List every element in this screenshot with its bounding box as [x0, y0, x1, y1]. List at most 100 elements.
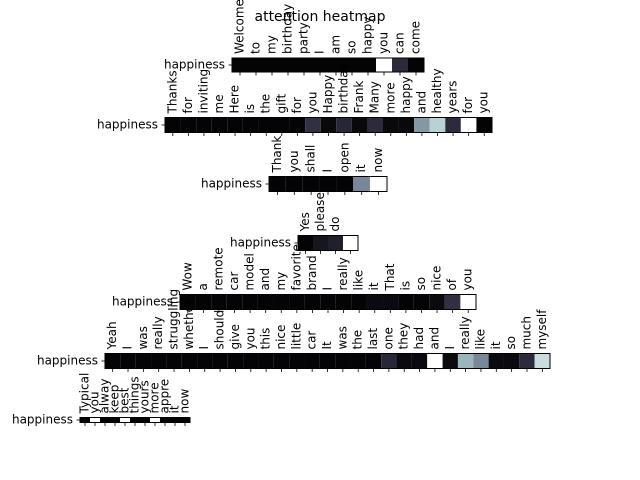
x-tick-label: myself — [535, 309, 549, 350]
heat-cell — [313, 235, 328, 251]
x-tick-label: it — [489, 341, 503, 349]
heat-cell — [335, 353, 351, 369]
heat-cell — [519, 353, 535, 369]
x-tick-label: last — [366, 328, 380, 350]
x-tick-label: do — [328, 217, 342, 232]
x-tick-label: Typical — [78, 373, 92, 415]
heat-cell — [90, 417, 100, 423]
heat-cell — [243, 353, 259, 369]
heat-cell — [457, 353, 474, 369]
heat-cell — [140, 417, 150, 423]
heat-cell — [351, 117, 368, 133]
heat-cell — [166, 353, 182, 369]
heat-cell — [328, 235, 343, 251]
x-tick-label: they — [397, 323, 411, 350]
x-tick-label: gift — [274, 94, 288, 114]
heat-cell — [460, 117, 477, 133]
x-tick-label: healthy — [430, 68, 444, 113]
x-tick-label: now — [371, 148, 385, 173]
heat-cell — [328, 58, 344, 72]
heat-cell — [398, 117, 415, 133]
heat-cell — [257, 294, 274, 310]
x-tick-label: appre — [158, 379, 172, 414]
heat-cell — [165, 117, 181, 133]
heat-cell — [360, 58, 376, 72]
x-tick-label: had — [412, 327, 426, 350]
x-tick-label: car — [227, 272, 241, 291]
x-tick-label: much — [519, 316, 533, 350]
heat-cell — [151, 353, 167, 369]
heat-cell — [429, 117, 446, 133]
heat-cell — [170, 417, 180, 423]
x-tick-label: am — [329, 35, 343, 54]
x-tick-label: shall — [304, 145, 318, 173]
x-tick-label: for — [290, 97, 304, 114]
x-tick-label: Here — [228, 85, 242, 113]
x-tick-label: Many — [368, 81, 382, 113]
heat-cell — [273, 353, 290, 369]
heat-cell — [365, 353, 382, 369]
x-tick-label: Yes — [298, 212, 312, 232]
x-tick-label: and — [427, 327, 441, 350]
x-tick-label: me — [212, 94, 226, 113]
x-tick-label: a — [196, 283, 210, 290]
x-tick-label: you — [377, 32, 391, 54]
x-tick-label: alway — [98, 379, 112, 414]
x-tick-label: come — [409, 21, 423, 54]
heat-cell — [319, 176, 337, 192]
heat-cell — [289, 294, 305, 310]
x-tick-label: Happy — [321, 75, 335, 114]
x-tick-label: That — [383, 263, 397, 291]
heat-cell — [534, 353, 550, 369]
x-tick-label: Thanks — [165, 70, 179, 114]
heat-cell — [304, 353, 320, 369]
x-tick-label: best — [118, 387, 132, 413]
x-tick-label: you — [243, 327, 257, 349]
heat-cell — [195, 294, 212, 310]
x-tick-label: was — [136, 326, 150, 349]
x-tick-label: car — [305, 331, 319, 350]
y-axis-label: happiness — [230, 236, 291, 250]
heat-cell — [473, 353, 489, 369]
heat-cell — [135, 353, 152, 369]
heat-cell — [289, 117, 306, 133]
heat-cell — [180, 294, 196, 310]
x-tick-label: Welcome — [233, 0, 247, 54]
heat-cell — [305, 117, 321, 133]
heat-cell — [227, 117, 243, 133]
heat-cell — [414, 117, 430, 133]
x-tick-label: this — [259, 328, 273, 350]
x-tick-label: I — [321, 169, 335, 173]
x-tick-label: more — [383, 82, 397, 113]
heat-cell — [392, 58, 408, 72]
heat-cell — [319, 353, 336, 369]
x-tick-label: happy — [361, 17, 375, 54]
x-tick-label: can — [393, 32, 407, 54]
heat-cell — [264, 58, 280, 72]
heat-cell — [226, 294, 243, 310]
heat-cell — [335, 294, 352, 310]
x-tick-label: open — [337, 143, 351, 173]
heat-cell — [130, 417, 140, 423]
heat-cell — [381, 353, 397, 369]
x-tick-label: and — [414, 91, 428, 114]
heat-cell — [444, 294, 461, 310]
heat-cell — [351, 294, 367, 310]
x-tick-label: remote — [211, 247, 225, 290]
heat-cell — [274, 117, 290, 133]
heat-cell — [344, 58, 360, 72]
heat-cell — [242, 294, 258, 310]
heat-cell — [427, 353, 443, 369]
heat-cell — [353, 176, 371, 192]
heat-cell — [273, 294, 290, 310]
heat-cell — [320, 117, 337, 133]
heat-cell — [476, 117, 492, 133]
x-tick-label: nice — [430, 266, 444, 291]
heat-cell — [211, 294, 227, 310]
x-tick-label: like — [352, 270, 366, 291]
heat-cell — [320, 294, 336, 310]
heat-cell — [160, 417, 170, 423]
heat-cell — [298, 235, 313, 251]
heat-cell — [196, 117, 212, 133]
